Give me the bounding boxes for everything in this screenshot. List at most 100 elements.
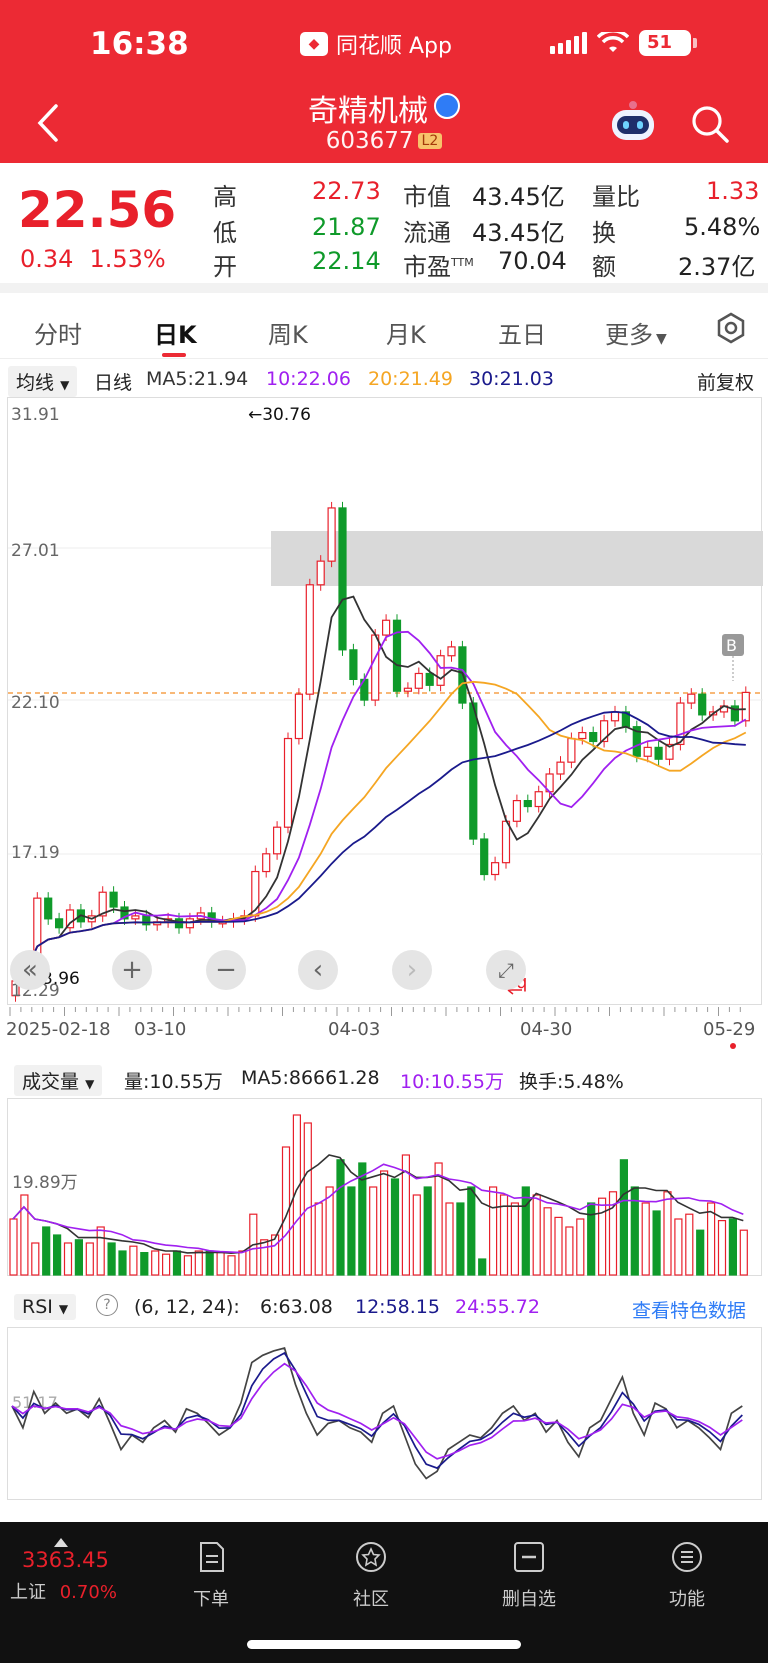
candle	[687, 693, 696, 704]
tab-five-day[interactable]: 五日	[498, 321, 546, 349]
volume-dropdown[interactable]: 成交量 ▼	[14, 1065, 103, 1096]
candle	[610, 711, 620, 722]
b-marker: B	[726, 636, 737, 655]
tab-monthly-k[interactable]: 月K	[386, 321, 426, 349]
nav-order[interactable]: 下单	[166, 1540, 256, 1611]
candle	[414, 672, 423, 689]
vol-turnover: 换手:5.48%	[519, 1071, 624, 1093]
volume-bar	[619, 1159, 629, 1276]
high-value: 22.73	[312, 177, 381, 205]
ma30-value: 30:21.03	[469, 368, 554, 390]
change-pct: 1.53%	[89, 245, 166, 273]
back-icon[interactable]	[32, 100, 66, 146]
nav-functions[interactable]: 功能	[642, 1540, 732, 1611]
volume-bar	[107, 1242, 116, 1276]
b-marker-bg	[722, 634, 744, 656]
candle	[131, 915, 140, 920]
volume-bar	[728, 1218, 738, 1276]
volume-bar	[587, 1202, 596, 1276]
volume-bar	[63, 1242, 73, 1276]
stock-name: 奇精机械	[308, 94, 428, 129]
robot-assistant-icon[interactable]	[608, 100, 658, 144]
volume-bar	[260, 1239, 269, 1276]
candle	[523, 799, 532, 808]
volume-bar	[597, 1197, 607, 1276]
volume-bar	[336, 1159, 345, 1276]
app-label-text: 同花顺 App	[336, 34, 452, 59]
scroll-right-icon[interactable]: ›	[392, 950, 432, 990]
nav-remove-watchlist[interactable]: 删自选	[484, 1540, 574, 1611]
turnover-value: 5.48%	[684, 213, 761, 241]
candle	[273, 826, 282, 855]
volume-bar	[543, 1207, 552, 1276]
tab-daily-k[interactable]: 日K	[154, 321, 197, 349]
order-icon	[200, 1542, 224, 1572]
tab-weekly-k[interactable]: 周K	[268, 321, 308, 349]
candle	[665, 743, 674, 760]
feature-data-link[interactable]: 查看特色数据	[632, 1300, 747, 1322]
index-pct: 0.70%	[59, 1582, 117, 1603]
nav-community[interactable]: 社区	[326, 1540, 416, 1611]
index-value: 3363.45	[22, 1548, 109, 1572]
rsi-chart[interactable]: 51.17	[7, 1327, 762, 1500]
volume-bar	[183, 1255, 192, 1276]
stock-title: 奇精机械	[0, 86, 768, 130]
y-label-top: 31.91	[11, 405, 60, 425]
volume-bar	[434, 1162, 443, 1276]
app-logo-icon: ◆	[300, 32, 328, 56]
volume-bar	[641, 1202, 650, 1276]
volume-bar	[314, 1202, 323, 1276]
volume-bar	[510, 1202, 519, 1276]
tab-more[interactable]: 更多 ▼	[605, 321, 667, 349]
help-icon[interactable]: ?	[96, 1294, 118, 1316]
kline-svg: 31.91 27.01 22.10 17.19 12.29 ←30.76 3.9…	[8, 405, 763, 1002]
candle	[556, 761, 565, 775]
volume-chart[interactable]: 19.89万	[7, 1098, 762, 1276]
candle	[425, 672, 434, 686]
app-header: 16:38 ◆ 同花顺 App 51 奇精机械 603677 L2	[0, 0, 768, 163]
stock-code: 603677	[325, 128, 414, 154]
volume-bar	[129, 1245, 138, 1276]
zoom-out-icon[interactable]: −	[206, 950, 246, 990]
volume-bar	[172, 1250, 182, 1276]
tab-intraday[interactable]: 分时	[34, 321, 82, 349]
indicator-dropdown[interactable]: 均线 ▼	[8, 366, 78, 397]
date-label-4: 04-30	[520, 1019, 573, 1040]
amount-label: 额	[592, 253, 616, 281]
candle	[741, 691, 750, 722]
price-change: 0.34 1.53%	[20, 245, 182, 273]
nav-remove-watchlist-label: 删自选	[502, 1589, 556, 1610]
candle	[109, 891, 118, 908]
volume-bar	[652, 1210, 661, 1276]
collapse-left-icon[interactable]: «	[10, 950, 50, 990]
candle	[98, 891, 107, 917]
volume-bar	[52, 1234, 62, 1276]
scroll-left-icon[interactable]: ‹	[298, 950, 338, 990]
candle	[501, 820, 511, 864]
date-axis: 2025-02-18 03-10 04-03 04-30 05-29	[0, 1007, 768, 1049]
fullscreen-icon[interactable]: ⤢	[486, 950, 526, 990]
rsi-dropdown[interactable]: RSI ▼	[14, 1294, 77, 1320]
volume-bar	[499, 1194, 509, 1276]
kline-chart[interactable]: 31.91 27.01 22.10 17.19 12.29 ←30.76 3.9…	[7, 397, 763, 1005]
l2-badge: L2	[417, 133, 443, 149]
volume-bar	[31, 1242, 40, 1276]
status-icons: 51	[550, 30, 697, 56]
volume-bar	[369, 1186, 378, 1276]
rsi12-line	[11, 1351, 743, 1470]
volume-bar	[227, 1255, 236, 1276]
volume-bar	[456, 1202, 465, 1276]
candle	[392, 619, 402, 692]
settings-hexagon-icon[interactable]	[714, 311, 748, 345]
volume-bar	[478, 1258, 487, 1276]
active-tab-indicator	[162, 353, 186, 357]
candle	[589, 732, 598, 743]
candle	[654, 746, 663, 760]
adjust-mode[interactable]: 前复权	[697, 372, 755, 394]
rsi-params: (6, 12, 24):	[134, 1296, 240, 1318]
zoom-in-icon[interactable]: +	[112, 950, 152, 990]
volume-bar	[42, 1226, 51, 1276]
volume-bar	[325, 1186, 334, 1276]
search-icon[interactable]	[690, 104, 730, 144]
volume-bar	[445, 1202, 454, 1276]
